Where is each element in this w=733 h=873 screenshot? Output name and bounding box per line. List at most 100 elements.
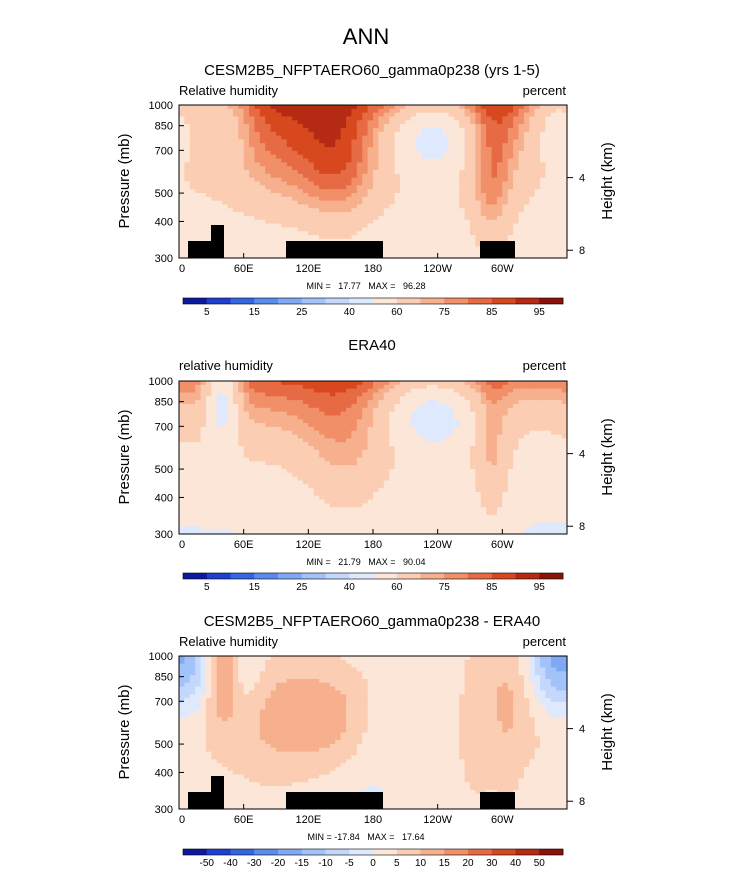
contour-cell [227,162,234,167]
contour-cell [238,250,245,255]
contour-cell [286,181,293,186]
contour-cell [238,384,245,390]
contour-cell [222,158,229,163]
colorbar-swatch [183,298,208,304]
contour-cell [432,158,439,163]
contour-cell [249,135,256,141]
contour-cell [540,150,547,156]
contour-cell [421,158,428,163]
contour-cell [394,189,401,194]
contour-cell [459,403,466,409]
contour-cell [534,426,541,432]
contour-cell [518,196,525,202]
contour-cell [200,461,207,466]
contour-cell [470,204,476,209]
contour-cell [238,173,245,179]
contour-cell [421,246,428,251]
contour-cell [313,204,320,209]
contour-cell [222,166,229,171]
contour-cell [195,457,202,462]
contour-cell [281,465,288,470]
contour-cell [346,158,353,163]
contour-cell [432,219,439,225]
contour-cell [378,231,385,236]
contour-cell [281,166,288,171]
contour-cell [243,388,250,394]
contour-cell [448,173,455,179]
contour-cell [470,384,476,390]
contour-cell [297,468,304,474]
contour-cell [313,185,320,190]
contour-cell [550,242,557,248]
contour-cell [426,250,433,255]
contour-cell [254,235,261,240]
contour-cell [351,442,358,447]
contour-cell [227,147,234,152]
contour-cell [297,150,304,156]
contour-cell [319,381,326,386]
contour-cell [211,411,218,417]
contour-cell [383,120,390,125]
contour-cell [216,400,223,405]
contour-cell [432,150,439,156]
contour-cell [346,215,353,221]
contour-cell [464,484,471,489]
contour-cell [302,131,309,137]
contour-cell [324,200,331,206]
contour-cell [496,196,503,202]
contour-cell [356,476,363,482]
contour-cell [416,411,423,417]
contour-cell [216,147,223,152]
contour-cell [550,231,557,236]
contour-cell [475,434,482,439]
contour-cell [195,116,202,121]
contour-cell [410,162,417,167]
contour-cell [502,150,509,156]
contour-cell [238,131,245,137]
contour-cell [367,472,374,478]
contour-cell [405,446,412,451]
contour-cell [373,166,379,171]
contour-cell [496,108,503,114]
contour-cell [480,231,487,236]
contour-cell [195,396,202,401]
contour-cell [443,403,450,409]
contour-cell [540,108,547,114]
contour-cell [302,403,309,409]
contour-cell [405,120,412,125]
contour-cell [410,154,417,160]
contour-cell [222,250,229,255]
contour-cell [426,150,433,156]
contour-cell [459,468,466,474]
contour-cell [502,453,509,459]
contour-cell [222,173,229,179]
contour-cell [243,147,250,152]
contour-cell [432,453,439,459]
contour-cell [179,112,185,118]
contour-cell [373,411,379,417]
contour-cell [302,453,309,459]
contour-cell [399,254,406,259]
contour-cell [540,147,547,152]
contour-cell [367,150,374,156]
contour-cell [292,476,299,482]
contour-cell [561,434,568,439]
contour-cell [189,384,196,390]
contour-cell [529,177,536,183]
contour-cell [292,465,299,470]
contour-cell [464,170,471,175]
contour-cell [383,446,390,451]
contour-cell [324,461,331,466]
contour-cell [292,127,299,133]
contour-cell [529,426,536,432]
contour-cell [550,461,557,466]
contour-cell [276,442,282,447]
contour-cell [491,415,498,420]
contour-cell [459,423,466,428]
contour-cell [211,430,218,436]
contour-cell [399,449,406,455]
contour-cell [195,189,202,194]
contour-cell [351,189,358,194]
contour-cell [238,449,245,455]
contour-cell [367,120,374,125]
